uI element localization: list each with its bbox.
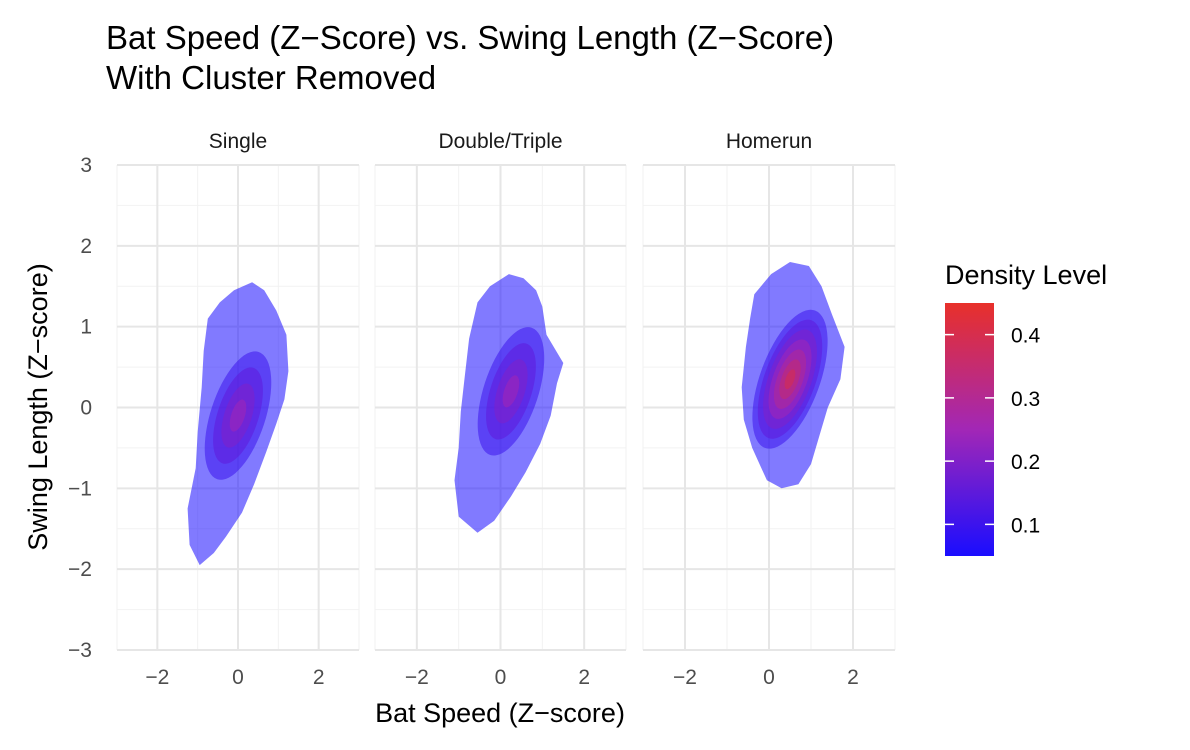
y-tick-label: 1 [80,316,92,339]
y-tick-label: −1 [68,477,92,500]
density-contour-level [784,369,796,390]
legend: Density Level 0.1 0.2 0.3 0.4 [945,260,1107,556]
legend-colorbar [945,303,994,556]
chart-title-line-1: Bat Speed (Z−Score) vs. Swing Length (Z−… [106,19,835,56]
chart-title: Bat Speed (Z−Score) vs. Swing Length (Z−… [106,18,834,98]
facet-strip-label: Homerun [726,130,812,153]
facet-strip-label: Double/Triple [438,130,562,153]
facet-strip-label: Single [209,130,267,153]
y-tick-label: 2 [80,235,92,258]
y-tick-label: −3 [68,639,92,662]
x-tick-label: 2 [578,666,590,689]
x-tick-label: 2 [313,666,325,689]
density-contour-level [502,375,520,408]
legend-tick-label: 0.3 [1011,388,1040,411]
chart-title-line-2: With Cluster Removed [106,59,437,96]
legend-ticks: 0.1 0.2 0.3 0.4 [945,325,1041,537]
facet-panel: Double/Triple [374,130,627,651]
facets-layer: Single Double/Triple Homerun [116,130,896,651]
x-axis-title: Bat Speed (Z−score) [375,698,625,728]
legend-tick-label: 0.4 [1011,325,1041,348]
legend-tick-label: 0.2 [1011,451,1040,474]
density-contour-level [229,399,247,432]
x-tick-label: −2 [673,666,697,689]
facet-panel: Single [116,130,360,651]
x-tick-label: 0 [495,666,507,689]
y-axis: −3 −2 −1 0 1 2 3 [68,154,92,662]
x-tick-label: 2 [847,666,859,689]
legend-tick-label: 0.1 [1011,514,1040,537]
y-tick-label: 0 [80,397,92,420]
y-tick-label: 3 [80,154,92,177]
x-axis: −2 0 2 −2 0 2 −2 0 2 [145,666,858,689]
facet-panel: Homerun [642,130,896,651]
legend-title: Density Level [945,260,1107,290]
y-tick-label: −2 [68,558,92,581]
x-tick-label: −2 [145,666,169,689]
x-tick-label: 0 [763,666,775,689]
y-axis-title: Swing Length (Z−score) [23,263,53,550]
x-tick-label: −2 [405,666,429,689]
x-tick-label: 0 [232,666,244,689]
